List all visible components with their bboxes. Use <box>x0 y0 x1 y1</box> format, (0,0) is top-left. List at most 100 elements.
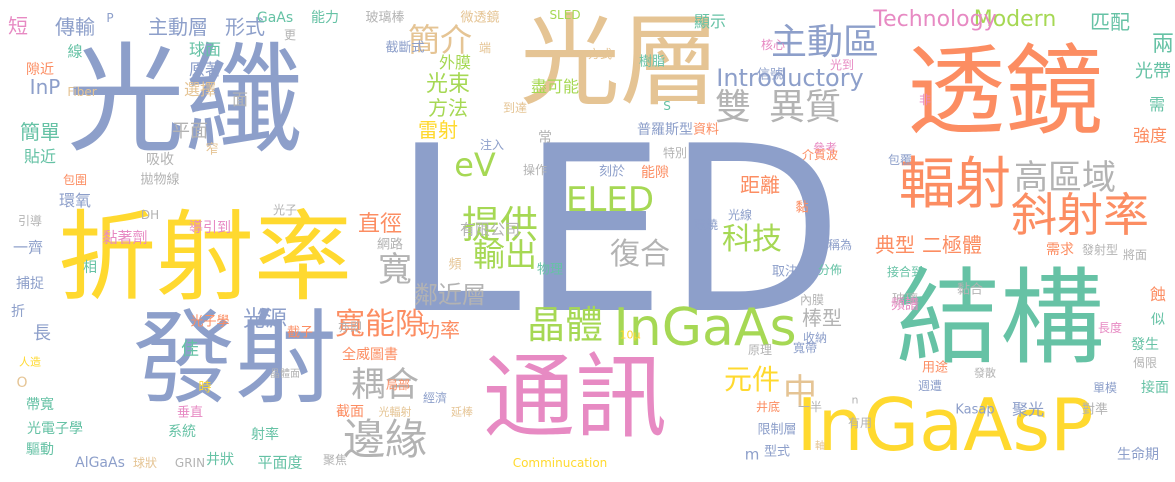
cloud-word: eV <box>454 146 496 184</box>
cloud-word: 輻射 <box>899 152 1011 217</box>
cloud-word: 一齊 <box>12 238 44 257</box>
cloud-word: 時 <box>198 380 212 396</box>
cloud-word: 包圍 <box>62 173 88 187</box>
cloud-word: 信號 <box>756 67 784 83</box>
cloud-word: 相 <box>83 260 97 276</box>
cloud-word: 生命期 <box>1117 447 1159 463</box>
cloud-word: 物理 <box>536 262 564 278</box>
cloud-word: 有限公司 <box>459 220 521 239</box>
cloud-word: O <box>16 375 28 391</box>
cloud-word: 原著 <box>188 60 222 79</box>
cloud-word: 黏合 <box>956 282 984 298</box>
cloud-word: 提供 <box>461 203 539 247</box>
cloud-word: 更 <box>283 28 297 42</box>
cloud-word: 導引到 <box>189 220 231 236</box>
cloud-word: 收納 <box>802 331 828 345</box>
cloud-word: 寬帶 <box>792 341 818 355</box>
cloud-word: 盡可能 <box>530 77 580 96</box>
cloud-word: 發生 <box>1131 337 1159 353</box>
cloud-word: 主動區 <box>770 22 880 63</box>
cloud-word: 人造 <box>19 355 41 369</box>
cloud-word: 接面 <box>1141 380 1169 396</box>
cloud-word: 方法 <box>428 96 468 120</box>
cloud-word: 樹脂 <box>638 54 666 70</box>
cloud-word: 普羅斯型 <box>637 122 693 138</box>
cloud-word: 10μ <box>619 328 641 342</box>
cloud-word: 光電子學 <box>27 421 83 437</box>
cloud-word: 一半 <box>797 400 823 414</box>
cloud-word: 環氧 <box>58 191 92 210</box>
cloud-word: 兩 <box>1151 32 1175 57</box>
cloud-word: 網路 <box>376 237 404 253</box>
cloud-word: Comminucation <box>512 456 608 470</box>
cloud-word: 形式 <box>225 15 265 39</box>
cloud-word: 用途 <box>921 360 949 376</box>
cloud-word: 平面度 <box>257 453 303 472</box>
cloud-word: 內膜 <box>799 293 825 307</box>
cloud-word: 微透鏡 <box>460 10 500 26</box>
cloud-word: 功率 <box>420 318 460 342</box>
cloud-word: 強度 <box>1133 126 1167 147</box>
cloud-word: 寬 <box>378 250 412 290</box>
cloud-word: 玻璃棒 <box>365 10 405 26</box>
cloud-word: 簡單 <box>20 120 60 144</box>
cloud-word: 貼近 <box>23 147 57 166</box>
cloud-word: 高區域 <box>1014 158 1116 198</box>
cloud-word: AlGaAs <box>75 455 125 471</box>
cloud-word: 距離 <box>740 173 780 197</box>
cloud-word: 型式 <box>763 444 791 460</box>
cloud-word: 聚焦 <box>322 453 348 467</box>
cloud-word: 光輻射 <box>378 405 412 419</box>
cloud-word: 光束 <box>425 72 471 97</box>
cloud-word: 端 <box>478 41 492 55</box>
cloud-word: 週遭 <box>917 379 943 393</box>
cloud-word: 對準 <box>1081 402 1109 418</box>
cloud-word: 介質波 <box>801 148 839 162</box>
cloud-word: 折射率 <box>57 201 353 315</box>
cloud-word: InGaAs <box>613 298 797 358</box>
cloud-word: 鄰近層 <box>414 281 486 309</box>
cloud-word: 延棒 <box>451 405 473 419</box>
cloud-word: 典型 <box>875 233 915 257</box>
cloud-word: 環繞 <box>693 218 719 232</box>
cloud-word: 全威圖書 <box>342 347 398 363</box>
cloud-word: 垂直 <box>176 405 204 421</box>
cloud-word: 截面 <box>336 404 364 420</box>
cloud-word: 引導 <box>17 214 43 228</box>
cloud-word: 直徑 <box>357 212 403 237</box>
cloud-word: 到達 <box>502 101 528 115</box>
cloud-word: 頻 <box>448 257 462 273</box>
cloud-word: 元件 <box>723 363 781 396</box>
cloud-word: 局部 <box>385 378 411 392</box>
cloud-word: 外膜 <box>438 53 472 72</box>
cloud-word: 顯示 <box>693 12 727 31</box>
cloud-word: 井狀 <box>206 452 234 468</box>
cloud-word: 經濟 <box>422 391 448 405</box>
cloud-word: 傳輸 <box>55 15 95 39</box>
cloud-word: 需求 <box>1046 242 1074 258</box>
cloud-word: ELED <box>565 180 655 220</box>
cloud-word: 結構 <box>895 257 1105 379</box>
cloud-word: 分佈 <box>817 263 843 277</box>
cloud-word: 系統 <box>168 424 196 440</box>
cloud-word: 接合到 <box>886 265 924 279</box>
cloud-word: 光子學 <box>190 314 230 330</box>
cloud-word: 聚光 <box>1011 400 1045 419</box>
cloud-word: 能力 <box>311 10 339 26</box>
cloud-word: 光層 <box>520 3 720 120</box>
cloud-word: 黏 <box>795 200 809 216</box>
cloud-word: n <box>851 393 859 407</box>
cloud-word: 有用 <box>847 416 873 430</box>
cloud-word: Fiber <box>67 85 97 99</box>
cloud-word: 匹配 <box>1090 10 1130 34</box>
cloud-word: 截子 <box>286 325 314 341</box>
cloud-word: 科技 <box>722 222 782 257</box>
cloud-word: 拋物線 <box>140 172 180 188</box>
cloud-word: 井底 <box>755 400 781 414</box>
cloud-word: 單模 <box>1092 381 1118 395</box>
cloud-word: 方式 <box>587 47 613 61</box>
cloud-word: 捕捉 <box>16 276 44 292</box>
cloud-word: Kasap <box>955 402 995 418</box>
cloud-word: 亦即 <box>337 320 363 334</box>
cloud-word: 長度 <box>1097 321 1123 335</box>
